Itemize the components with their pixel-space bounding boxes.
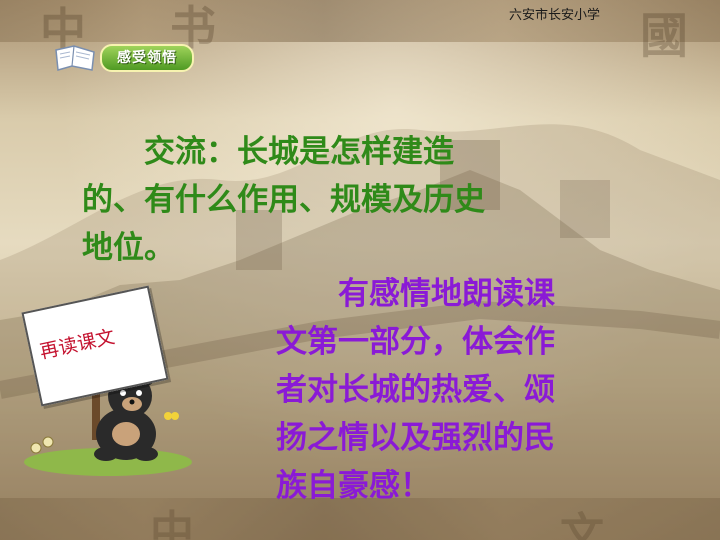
instruction-line: 者对长城的热爱、颂 <box>276 372 555 408</box>
sign-label: 再读课文 <box>37 325 117 364</box>
discussion-prompt: 交流：长城是怎样建造 的、有什么作用、规模及历史 地位。 <box>82 128 602 272</box>
instruction-line: 扬之情以及强烈的民 <box>276 420 555 456</box>
instruction-line: 有感情地朗读课 <box>276 276 555 312</box>
reading-instruction: 有感情地朗读课 文第一部分，体会作 者对长城的热爱、颂 扬之情以及强烈的民 族自… <box>276 270 676 510</box>
calligraphy-band-top <box>0 0 720 42</box>
discussion-line: 的、有什么作用、规模及历史 <box>82 182 485 218</box>
decorative-glyph: 國 <box>640 8 689 64</box>
school-name: 六安市长安小学 <box>508 7 600 22</box>
decorative-glyph: 文 <box>560 498 604 540</box>
decorative-glyph: 中 <box>150 496 194 540</box>
discussion-line: 交流：长城是怎样建造 <box>82 134 454 170</box>
calligraphy-band-bottom <box>0 498 720 540</box>
book-icon <box>55 45 95 71</box>
discussion-line: 地位。 <box>82 230 175 266</box>
section-badge: 感受领悟 <box>100 44 194 72</box>
great-wall-illustration <box>0 124 720 540</box>
instruction-line: 族自豪感！ <box>276 468 431 504</box>
instruction-line: 文第一部分，体会作 <box>276 324 555 360</box>
